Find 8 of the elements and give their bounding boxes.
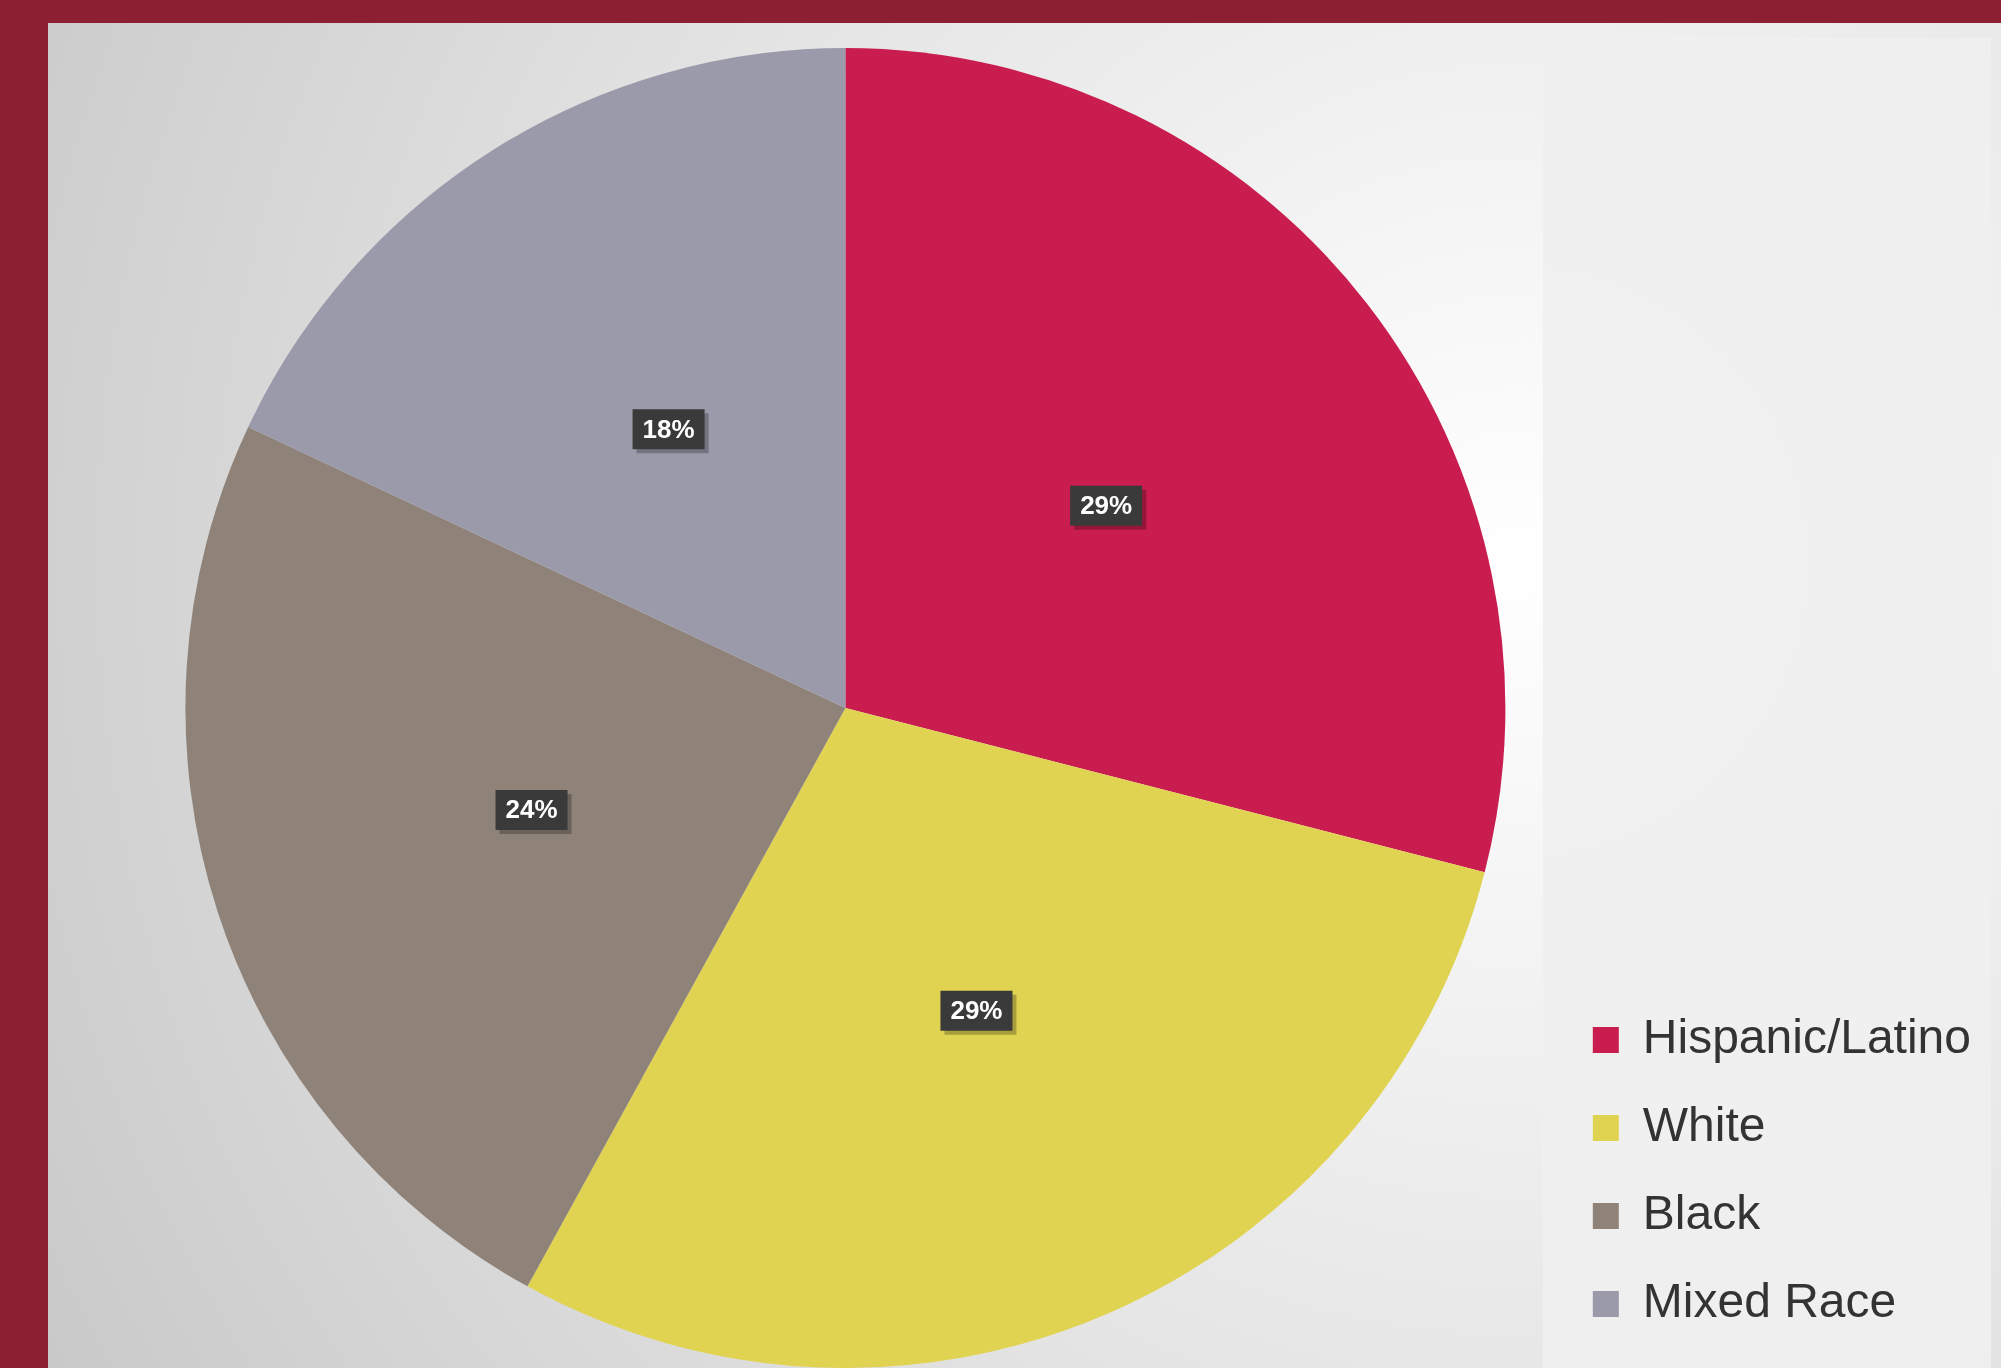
data-label: 18% (642, 413, 695, 444)
legend-label: Mixed Race (1642, 1274, 1897, 1328)
data-label: 29% (950, 995, 1003, 1026)
data-label: 29% (1080, 489, 1133, 520)
legend-label: White (1642, 1098, 1766, 1152)
data-label: 24% (505, 794, 558, 825)
legend-label: Hispanic/Latino (1642, 1010, 1972, 1064)
legend-label: Black (1642, 1186, 1762, 1240)
